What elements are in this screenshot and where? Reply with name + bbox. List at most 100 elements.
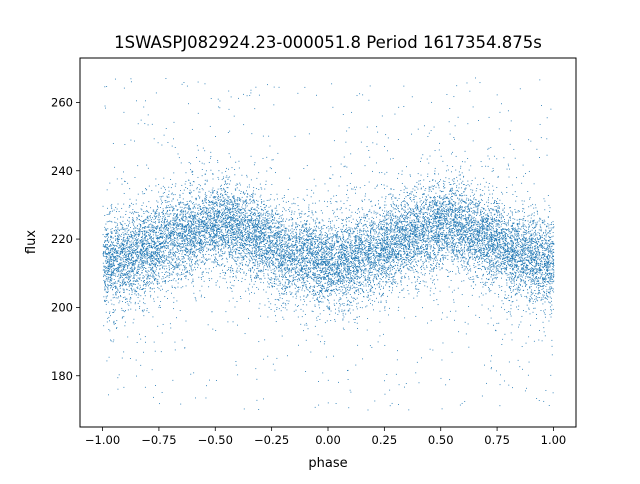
scatter-point	[393, 244, 395, 246]
scatter-point	[291, 264, 293, 266]
scatter-point	[251, 220, 253, 222]
scatter-point	[307, 328, 309, 330]
scatter-point	[252, 240, 254, 242]
scatter-point	[240, 237, 241, 239]
scatter-point	[518, 234, 520, 236]
scatter-point	[452, 252, 454, 253]
scatter-point	[179, 258, 180, 260]
scatter-point	[139, 300, 141, 302]
scatter-point	[404, 201, 406, 203]
scatter-point	[407, 242, 408, 244]
scatter-point	[301, 266, 303, 268]
scatter-point	[228, 268, 229, 270]
scatter-point	[414, 186, 416, 188]
scatter-point	[520, 259, 522, 261]
scatter-point	[235, 364, 237, 366]
scatter-point	[329, 244, 331, 246]
scatter-point	[340, 207, 342, 209]
scatter-point	[470, 253, 472, 255]
scatter-point	[546, 255, 548, 257]
scatter-point	[194, 229, 196, 231]
scatter-point	[149, 217, 151, 219]
scatter-point	[294, 258, 296, 260]
scatter-point	[146, 247, 148, 249]
scatter-point	[403, 297, 405, 298]
scatter-point	[305, 287, 307, 289]
scatter-point	[443, 216, 445, 217]
scatter-point	[281, 287, 282, 289]
scatter-point	[178, 263, 180, 265]
scatter-point	[496, 235, 498, 236]
scatter-point	[191, 244, 192, 246]
scatter-point	[346, 246, 348, 248]
scatter-point	[545, 263, 547, 265]
scatter-point	[145, 235, 146, 237]
scatter-point	[392, 213, 394, 215]
scatter-point	[357, 226, 359, 228]
scatter-point	[550, 246, 552, 248]
scatter-point	[165, 281, 166, 283]
scatter-point	[359, 265, 361, 267]
scatter-point	[348, 262, 350, 264]
scatter-point	[362, 269, 364, 271]
scatter-point	[481, 278, 483, 280]
scatter-point	[277, 213, 279, 215]
scatter-point	[436, 209, 438, 210]
scatter-point	[191, 282, 193, 284]
scatter-point	[542, 285, 543, 287]
scatter-point	[172, 233, 174, 235]
scatter-point	[250, 271, 251, 273]
scatter-point	[374, 222, 376, 224]
scatter-point	[401, 247, 402, 249]
scatter-point	[205, 225, 207, 227]
scatter-point	[548, 252, 550, 254]
scatter-point	[296, 262, 298, 264]
scatter-point	[515, 252, 517, 254]
scatter-point	[133, 263, 135, 265]
scatter-point	[538, 250, 540, 252]
scatter-point	[258, 231, 260, 232]
scatter-point	[350, 262, 352, 264]
scatter-point	[307, 215, 309, 217]
scatter-point	[278, 308, 280, 310]
scatter-point	[186, 238, 187, 240]
scatter-point	[529, 272, 531, 274]
scatter-point	[193, 216, 195, 218]
scatter-point	[467, 200, 469, 201]
scatter-point	[441, 235, 443, 237]
scatter-point	[279, 248, 281, 250]
scatter-point	[393, 215, 395, 217]
scatter-point	[264, 253, 266, 255]
scatter-point	[238, 97, 239, 99]
scatter-point	[268, 220, 270, 222]
scatter-point	[551, 236, 553, 238]
scatter-point	[500, 265, 502, 267]
scatter-point	[353, 270, 354, 271]
scatter-point	[173, 232, 175, 234]
scatter-point	[240, 191, 242, 192]
scatter-point	[386, 268, 388, 270]
scatter-point	[324, 224, 326, 226]
scatter-point	[449, 222, 451, 223]
scatter-point	[547, 253, 549, 255]
scatter-point	[396, 255, 398, 257]
scatter-point	[173, 269, 175, 271]
scatter-point	[306, 288, 308, 290]
scatter-point	[201, 261, 203, 263]
scatter-point	[501, 103, 502, 105]
scatter-point	[116, 271, 118, 273]
scatter-point	[219, 211, 221, 213]
scatter-point	[129, 280, 131, 282]
scatter-point	[193, 292, 195, 294]
scatter-point	[443, 201, 444, 203]
scatter-point	[341, 310, 343, 312]
scatter-point	[528, 232, 530, 234]
scatter-point	[178, 225, 180, 227]
scatter-point	[287, 189, 289, 190]
scatter-point	[294, 257, 296, 259]
scatter-point	[495, 261, 497, 263]
scatter-point	[340, 245, 342, 247]
scatter-point	[452, 151, 454, 153]
scatter-point	[407, 239, 409, 241]
